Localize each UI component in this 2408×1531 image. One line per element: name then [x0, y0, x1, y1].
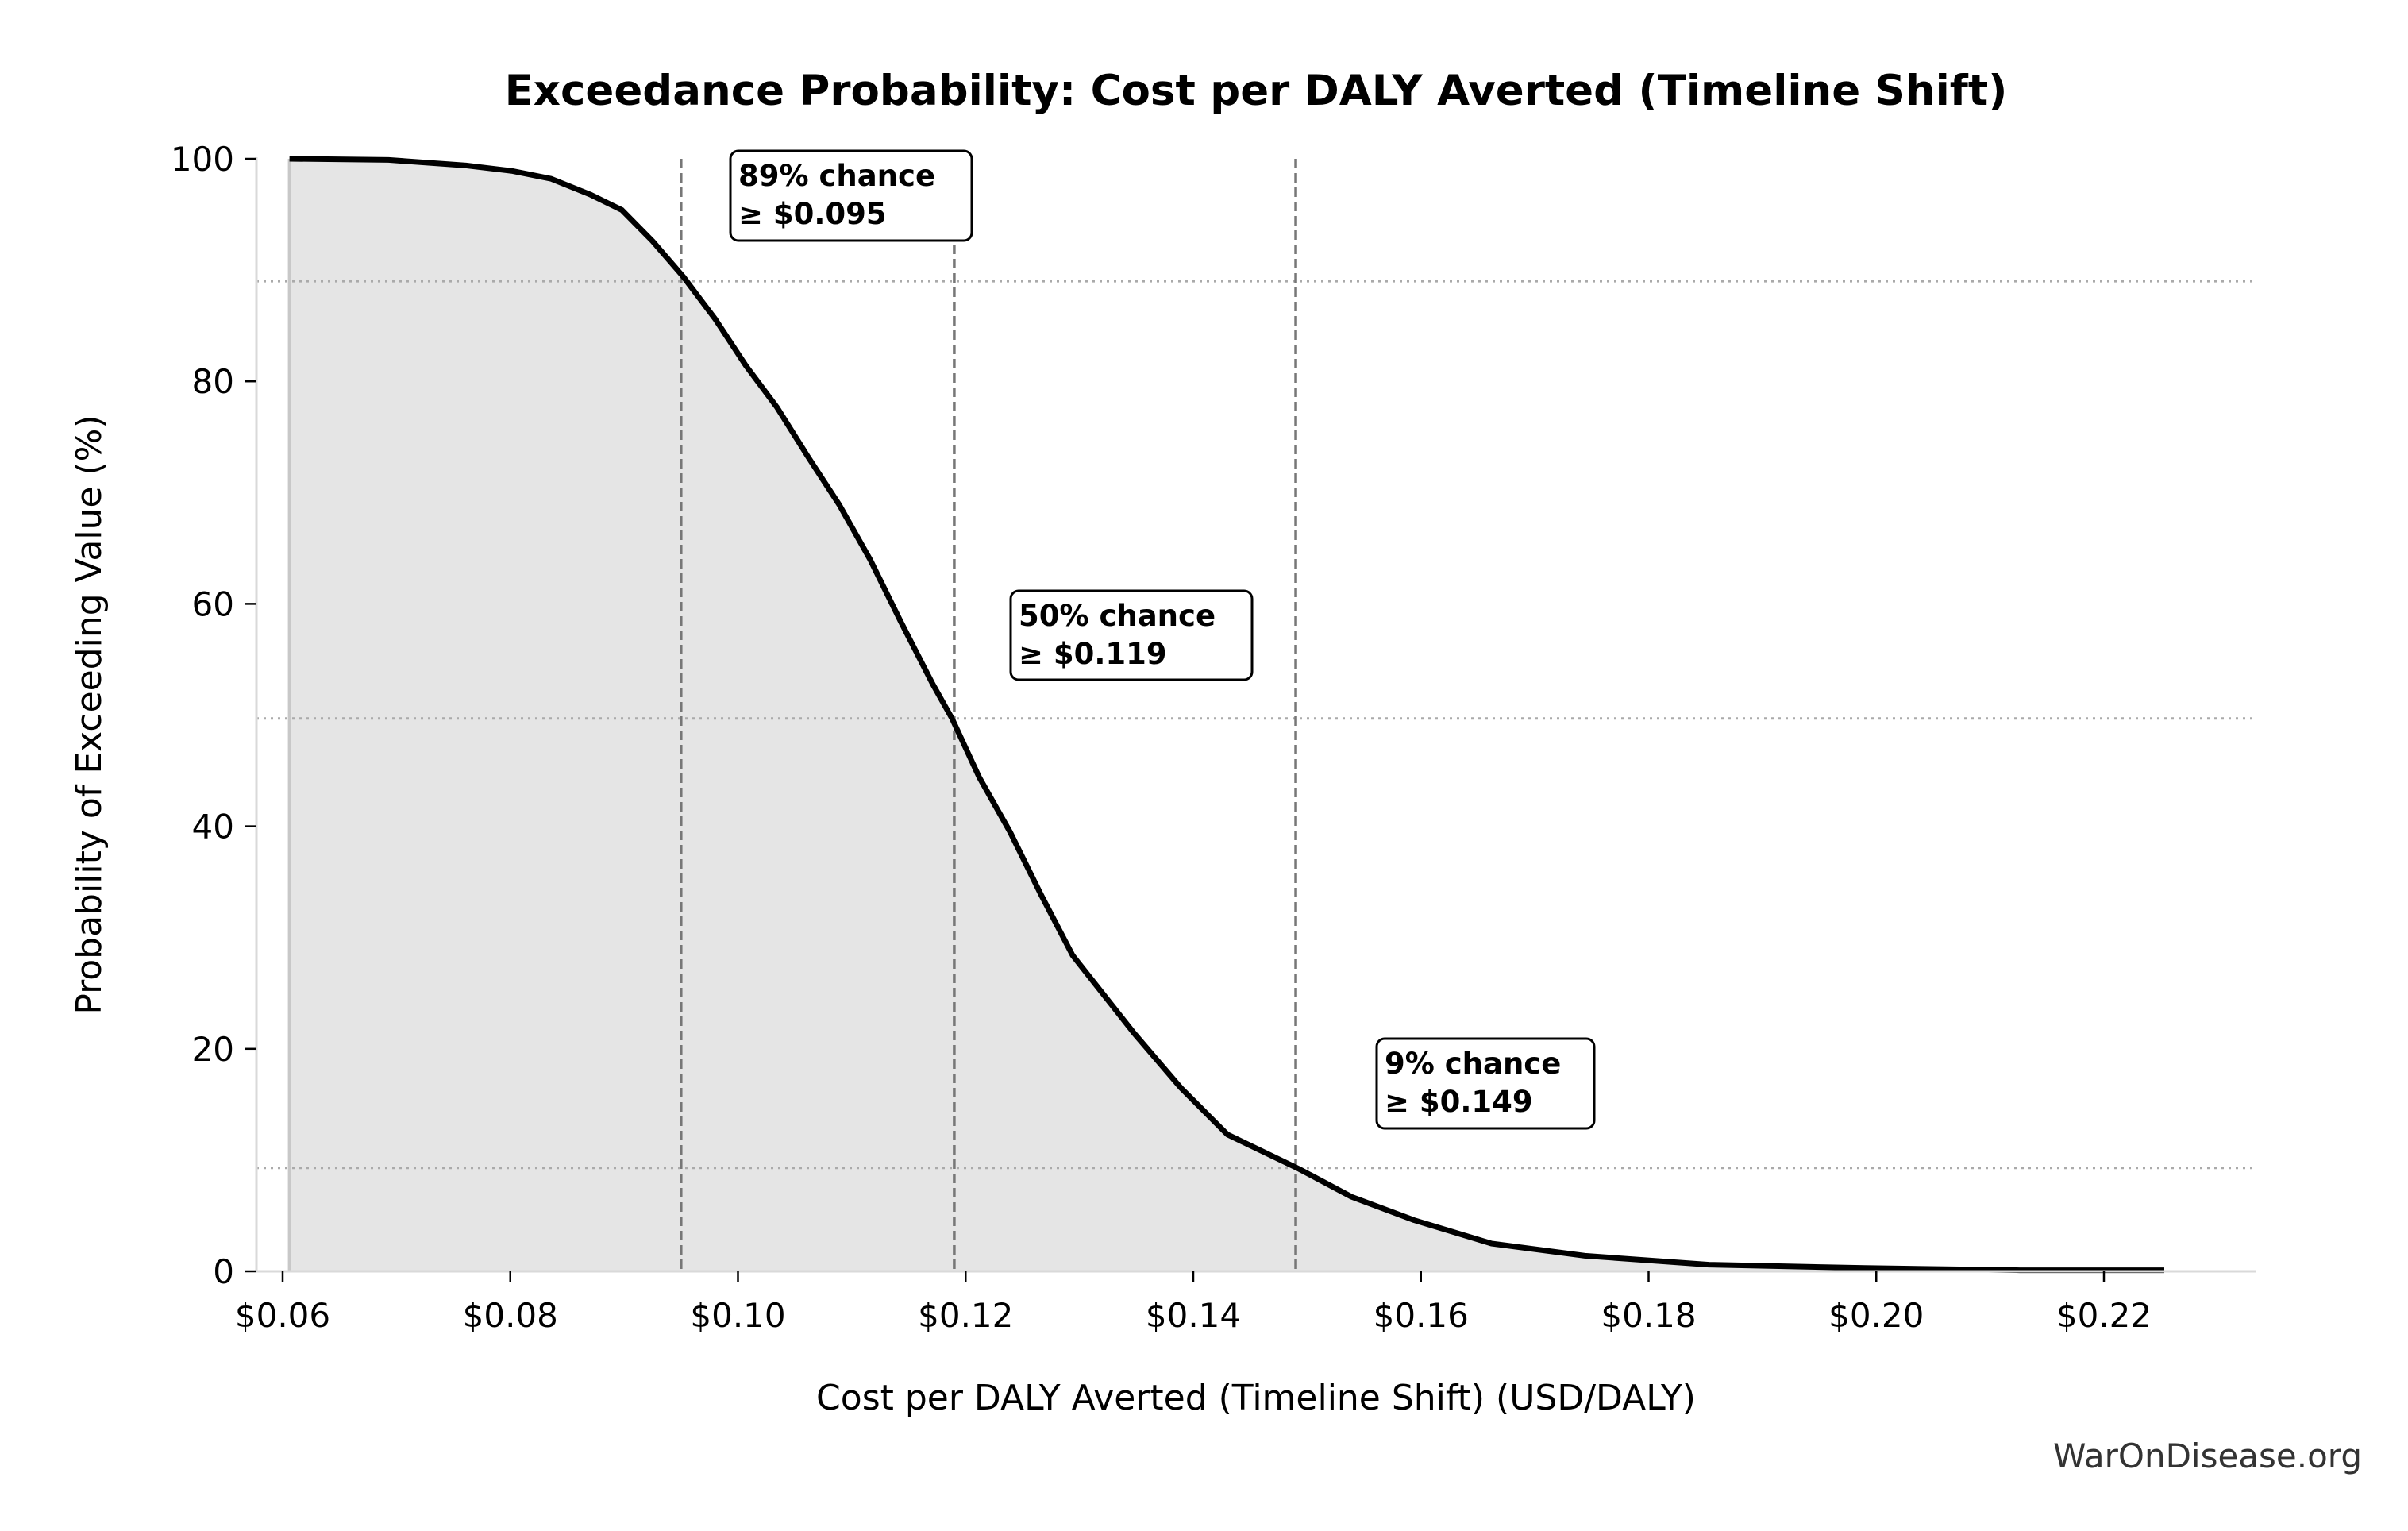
- x-tick-label: $0.16: [1374, 1296, 1469, 1335]
- chart-title: Exceedance Probability: Cost per DALY Av…: [505, 67, 2008, 115]
- y-tick-label: 40: [192, 808, 234, 846]
- annotation-box: [1009, 589, 1254, 681]
- y-tick-label: 80: [192, 362, 234, 401]
- annotation-line1: 50% chance: [1019, 599, 1216, 633]
- y-tick-label: 60: [192, 584, 234, 623]
- annotation-box: [729, 149, 973, 242]
- x-tick-label: $0.14: [1146, 1296, 1241, 1335]
- x-tick-label: $0.20: [1828, 1296, 1924, 1335]
- y-tick-label: 0: [213, 1252, 234, 1291]
- plot-area: $0.06 $0.08 $0.10 $0.12 $0.14 $0.16 $0.18 $0.20…: [171, 140, 2256, 1335]
- x-tick-label: $0.10: [690, 1296, 785, 1335]
- annotation-line2: ≥ $0.149: [1385, 1085, 1533, 1119]
- x-tick-label: $0.06: [235, 1296, 330, 1335]
- y-axis-label: Probability of Exceeding Value (%): [69, 415, 110, 1014]
- x-tick-label: $0.12: [918, 1296, 1013, 1335]
- annotation-line2: ≥ $0.119: [1019, 637, 1167, 671]
- y-tick-label: 100: [171, 140, 234, 179]
- annotation-box: [1375, 1037, 1596, 1130]
- x-axis-label: Cost per DALY Averted (Timeline Shift) (…: [816, 1378, 1696, 1418]
- x-tick-label: $0.22: [2056, 1296, 2152, 1335]
- exceedance-area: [289, 159, 2164, 1271]
- annotation-line1: 9% chance: [1385, 1047, 1561, 1081]
- exceedance-curve: [289, 156, 2164, 1274]
- annotation-line1: 89% chance: [738, 159, 935, 193]
- x-tick-label: $0.18: [1601, 1296, 1696, 1335]
- credit-text: WarOnDisease.org: [2053, 1437, 2362, 1475]
- y-tick-label: 20: [192, 1030, 234, 1069]
- x-tick-label: $0.08: [463, 1296, 558, 1335]
- annotation-line2: ≥ $0.095: [738, 197, 887, 231]
